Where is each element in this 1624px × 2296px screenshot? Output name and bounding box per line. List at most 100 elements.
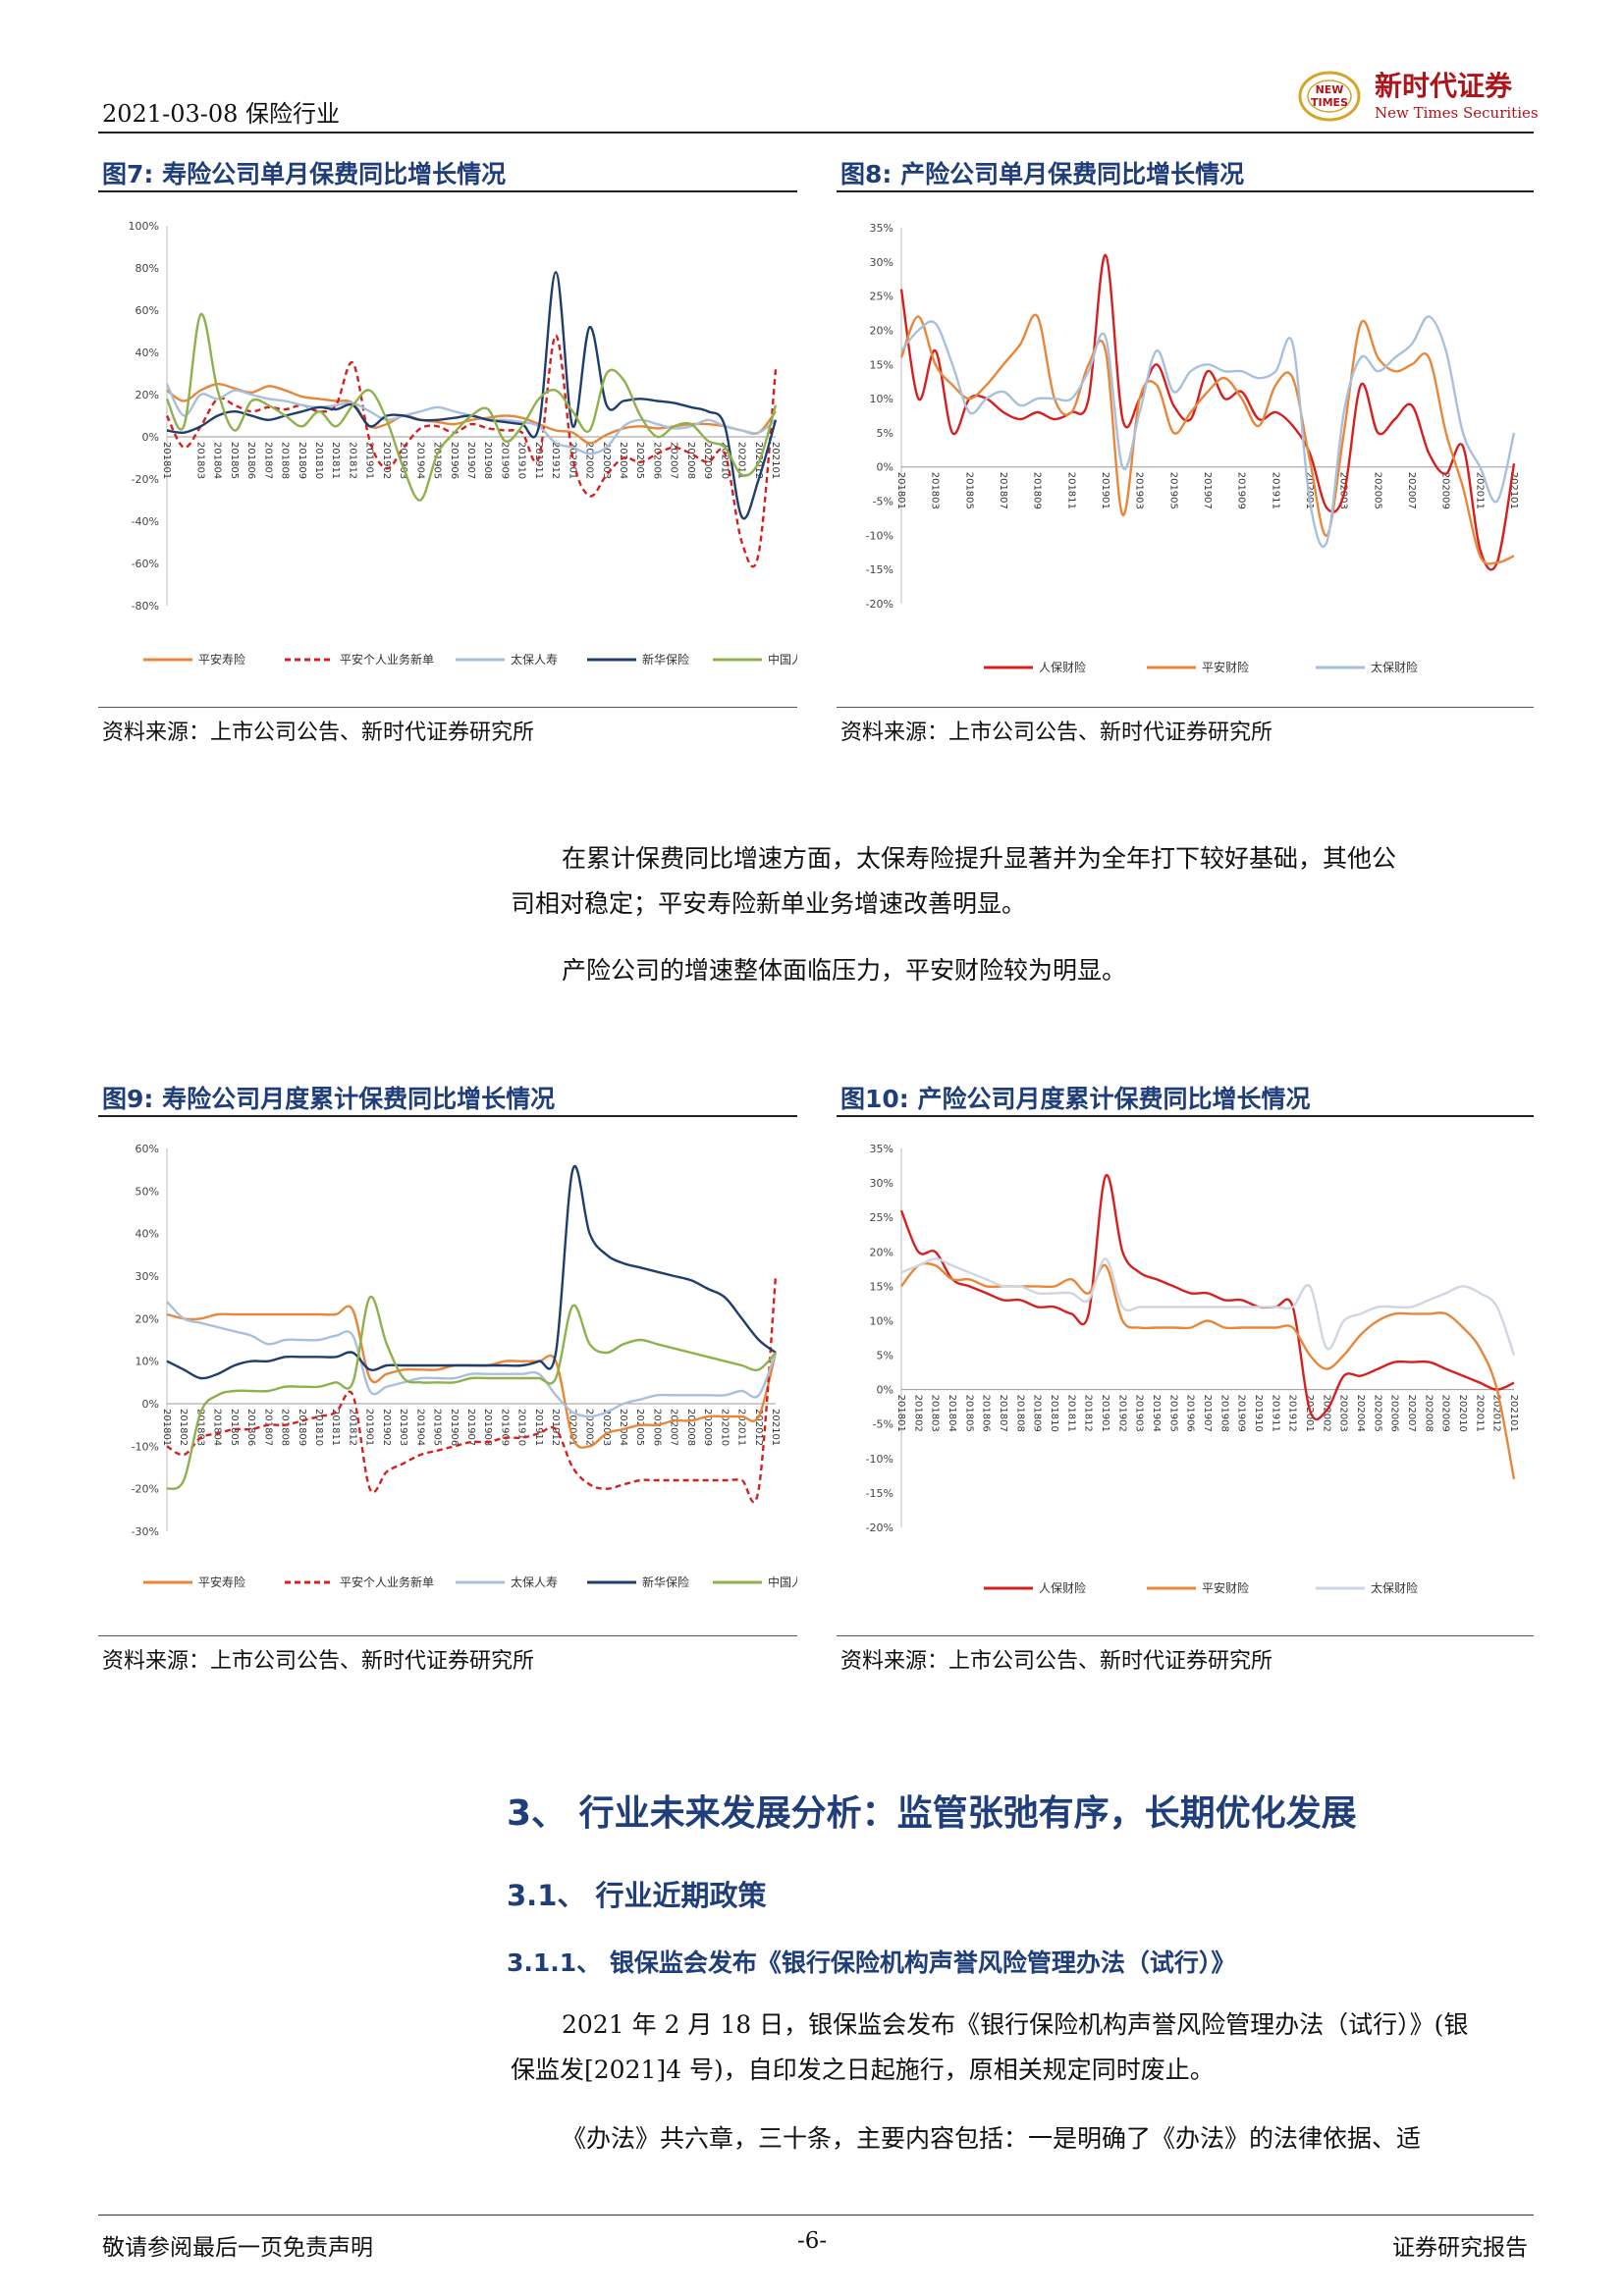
paragraph-1-line-1: 在累计保费同比增速方面，太保寿险提升显著并为全年打下较好基础，其他公: [562, 844, 1397, 873]
x-tick-label: 201805: [229, 1409, 240, 1446]
x-tick-label: 201807: [998, 472, 1008, 509]
x-tick-label: 201910: [1253, 1395, 1264, 1432]
x-tick-label: 201907: [465, 1409, 476, 1446]
x-tick-label: 201809: [297, 1409, 307, 1446]
company-logo: NEW TIMES 新时代证券 New Times Securities: [1294, 65, 1540, 128]
x-tick-label: 201804: [212, 1409, 223, 1446]
x-tick-label: 201909: [1236, 1395, 1247, 1432]
x-tick-label: 201806: [245, 442, 256, 479]
x-tick-label: 201902: [381, 442, 392, 479]
figure-10-rule: [837, 1115, 1534, 1117]
x-tick-label: 202009: [702, 1409, 713, 1446]
figure-9-source: 资料来源：上市公司公告、新时代证券研究所: [102, 1649, 535, 1674]
y-tick-label: 20%: [870, 1246, 893, 1258]
series-line-0: [166, 382, 777, 445]
figure-8-title: 图8: 产险公司单月保费同比增长情况: [840, 160, 1245, 188]
y-tick-label: 10%: [135, 1356, 159, 1368]
x-tick-label: 201801: [895, 1395, 906, 1432]
x-tick-label: 201803: [194, 1409, 205, 1446]
legend-label: 平安寿险: [198, 1575, 245, 1589]
x-tick-label: 202010: [719, 442, 730, 479]
figure-8-chart: 35% 30% 25% 20% 15% 10% 5% 0% -5% -10% -15% -20% 201…: [837, 206, 1534, 702]
x-tick-label: 201804: [947, 1395, 957, 1432]
x-tick-label: 202008: [685, 442, 696, 479]
x-tick-label: 201803: [930, 1395, 941, 1432]
x-tick-label: 201912: [1287, 1395, 1298, 1432]
chart-svg: 100% 80% 60% 40% 20% 0% -20% -40% -60% -80% 201801…: [129, 220, 797, 667]
x-tick-label: 202006: [1389, 1395, 1400, 1432]
x-tick-label: 201906: [449, 1409, 460, 1446]
y-tick-label: 25%: [870, 1211, 893, 1224]
y-tick-label: 40%: [135, 1228, 159, 1241]
y-tick-label: 0%: [142, 1398, 159, 1411]
y-tick-label: 10%: [870, 393, 893, 405]
y-tick-label: -10%: [866, 1453, 893, 1466]
x-tick-label: 202008: [1423, 1395, 1434, 1432]
legend-label: 平安财险: [1202, 660, 1249, 674]
series-line-4: [165, 313, 778, 502]
x-tick-label: 201802: [912, 1395, 923, 1432]
x-tick-label: 201903: [1134, 1395, 1145, 1432]
x-tick-label: 201912: [550, 442, 561, 479]
x-tick-label: 201811: [1065, 1395, 1076, 1432]
y-tick-label: 25%: [870, 291, 893, 303]
x-tick-label: 201805: [229, 442, 240, 479]
x-tick-label: 201811: [330, 442, 341, 479]
x-tick-label: 202011: [736, 442, 747, 479]
x-tick-label: 201910: [516, 442, 527, 479]
y-tick-label: 35%: [870, 222, 893, 235]
header-rule: [98, 132, 1534, 133]
y-tick-label: -10%: [132, 1440, 159, 1453]
x-tick-label: 201906: [1185, 1395, 1196, 1432]
x-tick-label: 201908: [482, 442, 493, 479]
x-tick-label: 201801: [161, 442, 172, 479]
x-tick-label: 201901: [1100, 472, 1110, 509]
x-tick-label: 202006: [651, 442, 662, 479]
x-tick-label: 201810: [313, 1409, 324, 1446]
x-tick-label: 201805: [963, 472, 974, 509]
x-tick-label: 201905: [432, 1409, 443, 1446]
x-tick-label: 201904: [1151, 1395, 1162, 1432]
x-tick-label: 201810: [313, 442, 324, 479]
x-tick-label: 201805: [963, 1395, 974, 1432]
x-tick-label: 201901: [364, 442, 375, 479]
series-line-2: [900, 315, 1516, 549]
x-tick-label: 202011: [1474, 1395, 1485, 1432]
x-tick-label: 202008: [685, 1409, 696, 1446]
x-tick-label: 202009: [1440, 472, 1451, 509]
y-tick-label: -20%: [132, 473, 159, 486]
legend-label: 新华保险: [642, 652, 689, 667]
x-tick-label: 201802: [178, 1409, 189, 1446]
legend-label: 中国人寿: [768, 1575, 797, 1589]
x-tick-label: 202002: [1321, 1395, 1331, 1432]
y-tick-label: 30%: [135, 1270, 159, 1283]
legend-label: 平安寿险: [198, 652, 245, 667]
x-tick-label: 202001: [567, 1409, 577, 1446]
series-line-1: [899, 313, 1515, 565]
x-tick-label: 201812: [347, 442, 357, 479]
chart-svg: 35% 30% 25% 20% 15% 10% 5% 0% -5% -10% -15% -20% 201…: [866, 222, 1519, 674]
x-tick-label: 202003: [1338, 1395, 1349, 1432]
figure-9-source-rule: [98, 1635, 797, 1636]
x-tick-label: 201809: [1032, 1395, 1043, 1432]
y-tick-label: -20%: [866, 1522, 893, 1534]
x-tick-label: 202004: [618, 442, 628, 479]
series-line-2: [166, 1301, 778, 1418]
x-tick-label: 201803: [930, 472, 941, 509]
y-tick-label: 0%: [877, 461, 893, 474]
x-tick-label: 201904: [414, 1409, 425, 1446]
series-line-2: [900, 1257, 1516, 1356]
series-line-0: [899, 1173, 1515, 1421]
figure-7-title: 图7: 寿险公司单月保费同比增长情况: [102, 160, 507, 188]
x-tick-label: 202007: [1406, 1395, 1417, 1432]
series-line-4: [166, 1295, 777, 1490]
x-tick-label: 201808: [1014, 1395, 1025, 1432]
x-tick-label: 202005: [1372, 1395, 1382, 1432]
x-tick-label: 202010: [719, 1409, 730, 1446]
y-tick-label: 20%: [135, 1312, 159, 1325]
x-tick-label: 201907: [465, 442, 476, 479]
x-tick-label: 201807: [998, 1395, 1008, 1432]
y-tick-label: -10%: [866, 529, 893, 542]
y-tick-label: -80%: [132, 600, 159, 613]
figure-7-chart: 100% 80% 60% 40% 20% 0% -20% -40% -60% -80% 201801…: [98, 206, 797, 702]
